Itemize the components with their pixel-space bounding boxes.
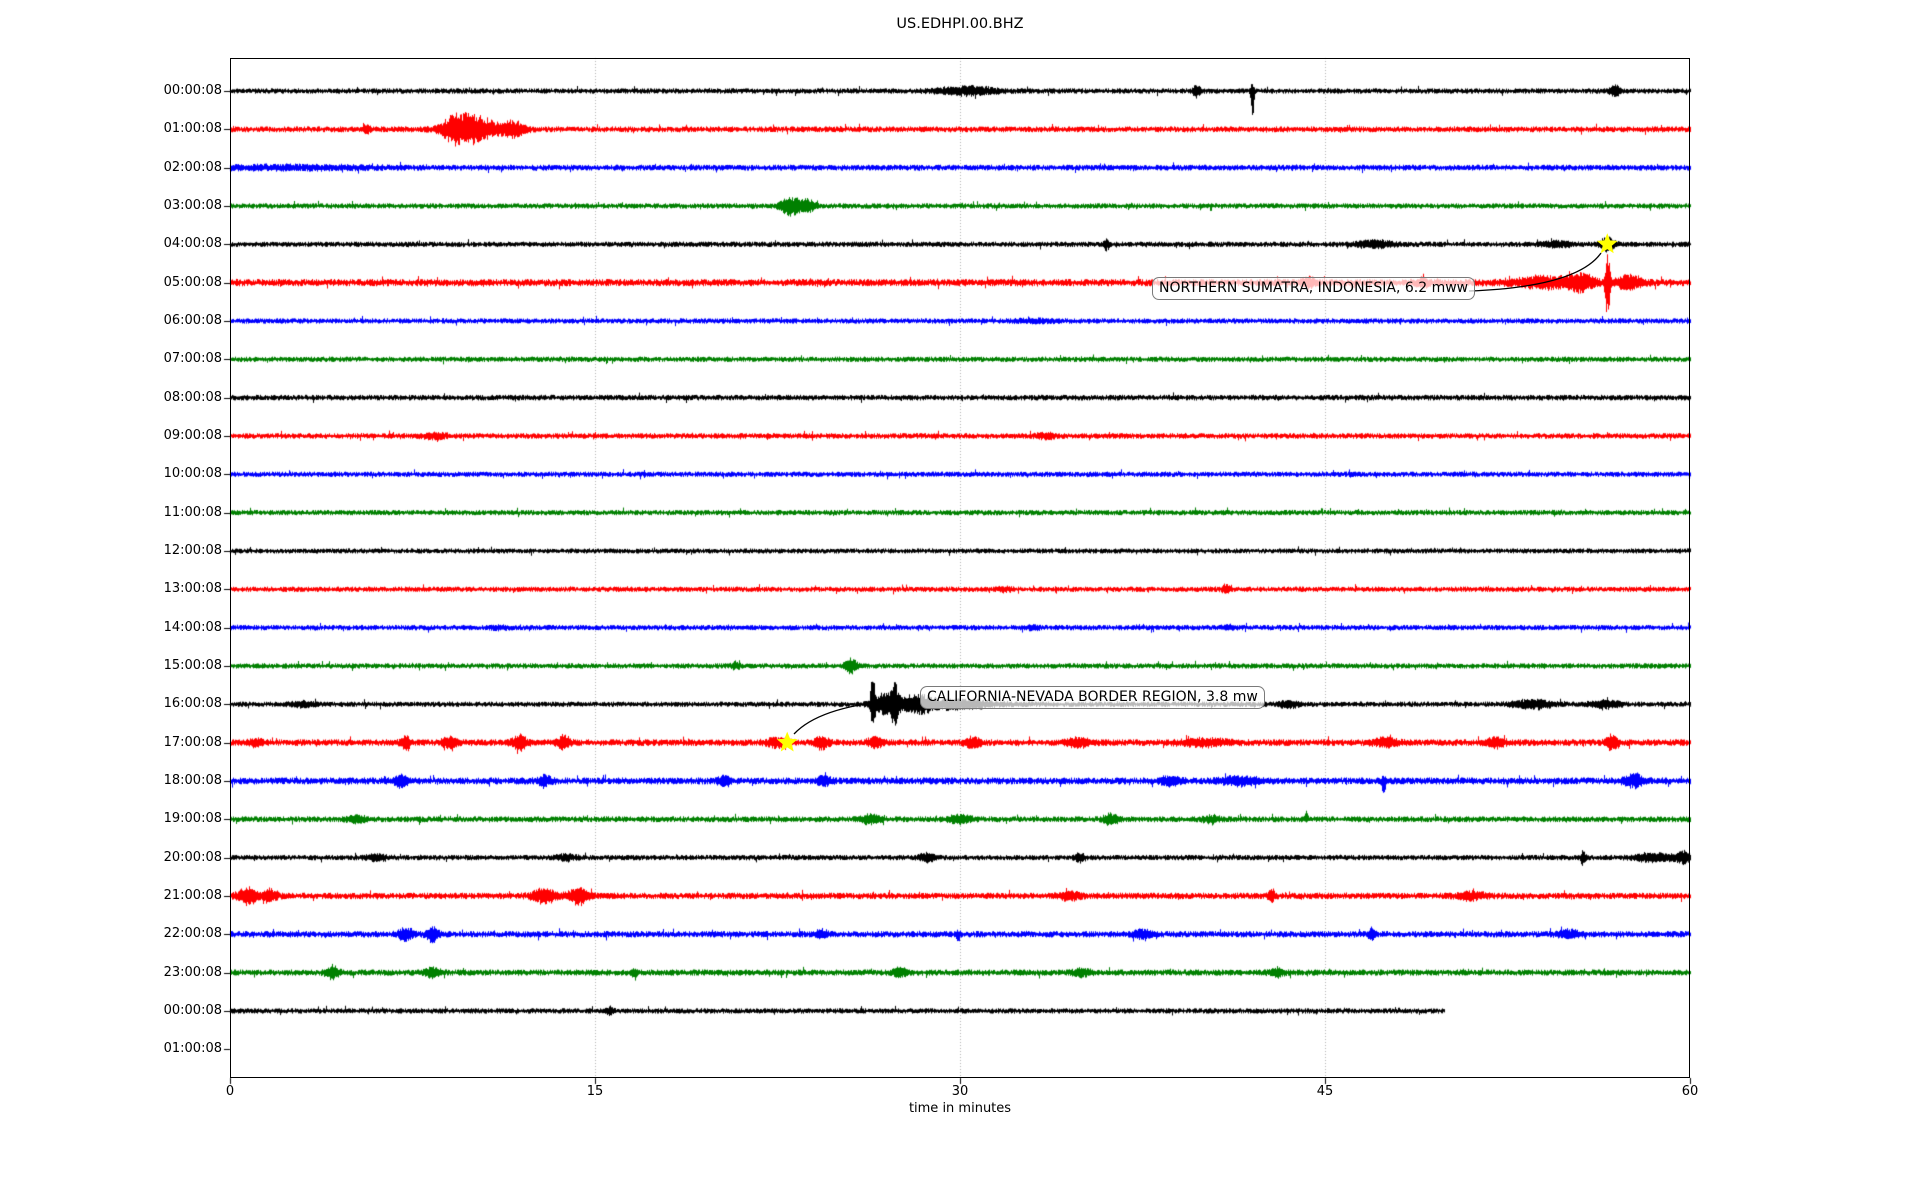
y-tick-label: 19:00:08 xyxy=(163,811,222,827)
y-tick-label: 03:00:08 xyxy=(163,197,222,213)
y-tick-label: 21:00:08 xyxy=(163,887,222,903)
y-tick-label: 14:00:08 xyxy=(163,619,222,635)
y-tick-label: 12:00:08 xyxy=(163,542,222,558)
y-tick-label: 18:00:08 xyxy=(163,772,222,788)
x-tick-label: 60 xyxy=(1681,1084,1699,1099)
event-annotation-label: CALIFORNIA-NEVADA BORDER REGION, 3.8 mw xyxy=(920,686,1265,709)
y-tick-label: 13:00:08 xyxy=(163,581,222,597)
y-tick-label: 00:00:08 xyxy=(163,83,222,98)
y-tick-label: 05:00:08 xyxy=(163,274,222,290)
y-tick-label: 17:00:08 xyxy=(163,734,222,750)
y-tick-label: 16:00:08 xyxy=(163,696,222,712)
y-tick-label: 04:00:08 xyxy=(163,236,222,252)
x-tick-label: 15 xyxy=(586,1084,604,1099)
y-tick-label: 11:00:08 xyxy=(163,504,222,520)
axes-frame xyxy=(230,58,1690,1078)
x-axis-title: time in minutes xyxy=(908,1101,1012,1116)
y-tick-label: 10:00:08 xyxy=(163,466,222,482)
y-tick-label: 09:00:08 xyxy=(163,427,222,443)
x-tick-label: 45 xyxy=(1316,1084,1334,1099)
y-tick-label: 15:00:08 xyxy=(163,657,222,673)
y-tick-label: 20:00:08 xyxy=(163,849,222,865)
y-tick-label: 06:00:08 xyxy=(163,312,222,328)
y-tick-label: 07:00:08 xyxy=(163,351,222,367)
y-tick-label: 02:00:08 xyxy=(163,159,222,175)
x-tick-label: 30 xyxy=(951,1084,969,1099)
y-tick-label: 01:00:08 xyxy=(163,121,222,137)
y-tick-label: 23:00:08 xyxy=(163,964,222,980)
x-tick-label: 0 xyxy=(225,1084,235,1099)
y-tick-label: 01:00:08 xyxy=(163,1041,222,1057)
y-tick-label: 00:00:08 xyxy=(163,1002,222,1018)
event-annotation-label: NORTHERN SUMATRA, INDONESIA, 6.2 mww xyxy=(1152,277,1476,300)
y-tick-label: 22:00:08 xyxy=(163,926,222,942)
page-title: US.EDHPI.00.BHZ xyxy=(896,16,1024,32)
y-tick-label: 08:00:08 xyxy=(163,389,222,405)
